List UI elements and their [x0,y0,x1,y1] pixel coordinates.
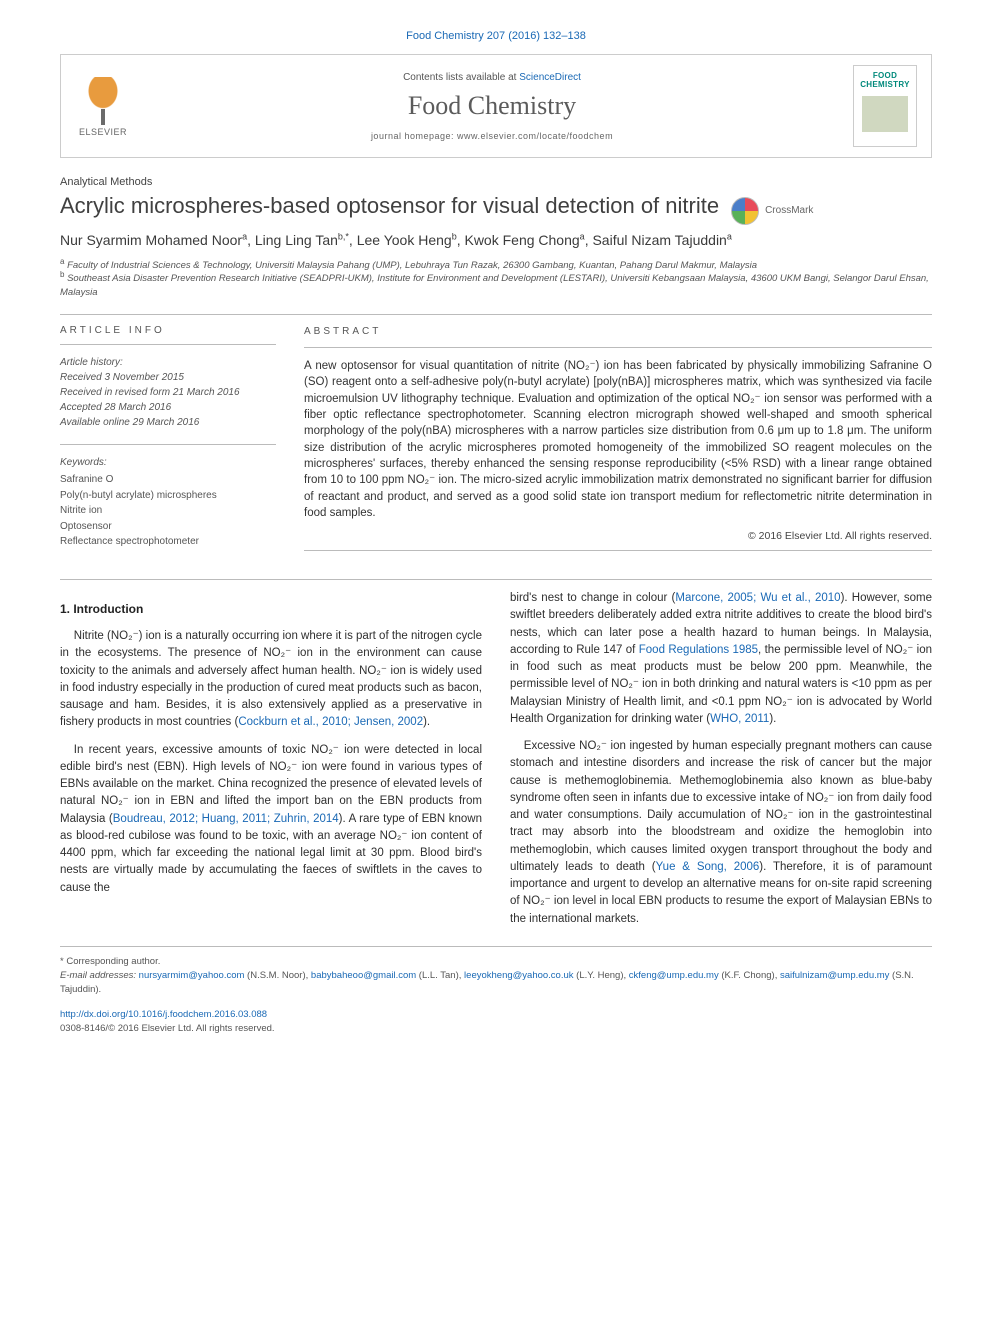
email-addresses: E-mail addresses: nursyarmim@yahoo.com (… [60,969,932,998]
homepage-prefix: journal homepage: [371,131,457,141]
keyword: Safranine O [60,472,276,488]
contents-prefix: Contents lists available at [403,72,519,83]
history-label: Article history: [60,355,276,370]
journal-header-box: ELSEVIER Contents lists available at Sci… [60,54,932,158]
crossmark-icon [731,197,759,225]
body-p3: bird's nest to change in colour (Marcone… [510,590,932,728]
corresponding-author: * Corresponding author. [60,955,932,969]
authors-list: Nur Syarmim Mohamed Noora, Ling Ling Tan… [60,230,932,251]
keyword: Poly(n-butyl acrylate) microspheres [60,488,276,504]
body-two-columns: 1. Introduction Nitrite (NO₂⁻) ion is a … [60,590,932,928]
info-rule-2 [60,444,276,445]
elsevier-tree-icon [81,77,125,117]
email-who: (L.Y. Heng) [576,970,623,981]
article-info-column: ARTICLE INFO Article history: Received 3… [60,325,276,561]
email-link[interactable]: nursyarmim@yahoo.com [139,970,245,981]
abstract-heading: ABSTRACT [304,325,932,339]
abstract-copyright: © 2016 Elsevier Ltd. All rights reserved… [304,529,932,544]
email-link[interactable]: babybaheoo@gmail.com [311,970,416,981]
info-rule [60,344,276,345]
history-line: Accepted 28 March 2016 [60,400,276,415]
footnotes: * Corresponding author. E-mail addresses… [60,946,932,998]
elsevier-logo: ELSEVIER [75,75,131,137]
rule-above-info [60,314,932,315]
abstract-rule [304,347,932,348]
journal-cover-thumb: FOOD CHEMISTRY [853,65,917,147]
citation-link[interactable]: WHO, 2011 [710,713,769,725]
rule-below-info [60,579,932,580]
body-p2: In recent years, excessive amounts of to… [60,742,482,897]
abstract-text: A new optosensor for visual quantitation… [304,358,932,521]
issn-copyright: 0308-8146/© 2016 Elsevier Ltd. All right… [60,1023,275,1034]
history-line: Available online 29 March 2016 [60,415,276,430]
cover-image-icon [862,96,908,132]
article-info-heading: ARTICLE INFO [60,325,276,336]
contents-lists-line: Contents lists available at ScienceDirec… [149,72,835,83]
email-who: (L.L. Tan) [419,970,459,981]
history-line: Received 3 November 2015 [60,370,276,385]
homepage-line: journal homepage: www.elsevier.com/locat… [149,131,835,141]
affiliations: a Faculty of Industrial Sciences & Techn… [60,259,932,300]
email-link[interactable]: ckfeng@ump.edu.my [629,970,719,981]
keyword: Reflectance spectrophotometer [60,534,276,550]
article-history: Article history: Received 3 November 201… [60,355,276,430]
body-p4: Excessive NO₂⁻ ion ingested by human esp… [510,738,932,928]
article-type: Analytical Methods [60,176,932,188]
email-who: (K.F. Chong) [721,970,774,981]
keywords-label: Keywords: [60,455,276,471]
body-p1: Nitrite (NO₂⁻) ion is a naturally occurr… [60,628,482,732]
header-center: Contents lists available at ScienceDirec… [131,72,853,141]
homepage-url: www.elsevier.com/locate/foodchem [457,131,613,141]
sciencedirect-link[interactable]: ScienceDirect [519,72,581,83]
doi-link[interactable]: http://dx.doi.org/10.1016/j.foodchem.201… [60,1009,267,1020]
running-citation: Food Chemistry 207 (2016) 132–138 [60,30,932,42]
email-link[interactable]: saifulnizam@ump.edu.my [780,970,889,981]
cover-title-line2: CHEMISTRY [860,81,910,90]
abstract-column: ABSTRACT A new optosensor for visual qua… [304,325,932,561]
journal-title: Food Chemistry [149,91,835,121]
citation-link[interactable]: Cockburn et al., 2010; Jensen, 2002 [238,716,423,728]
info-abstract-row: ARTICLE INFO Article history: Received 3… [60,325,932,561]
citation-link[interactable]: Food Regulations 1985 [639,644,758,656]
emails-label: E-mail addresses: [60,970,139,981]
section-1-heading: 1. Introduction [60,600,482,618]
email-who: (N.S.M. Noor) [247,970,306,981]
article-title: Acrylic microspheres-based optosensor fo… [60,192,719,220]
citation-link[interactable]: Yue & Song, 2006 [656,861,760,873]
abstract-bottom-rule [304,550,932,551]
bottom-meta: http://dx.doi.org/10.1016/j.foodchem.201… [60,1008,932,1037]
crossmark-label: CrossMark [765,205,813,216]
citation-link[interactable]: Boudreau, 2012; Huang, 2011; Zuhrin, 201… [113,813,339,825]
history-line: Received in revised form 21 March 2016 [60,385,276,400]
keyword: Optosensor [60,519,276,535]
email-link[interactable]: leeyokheng@yahoo.co.uk [464,970,573,981]
elsevier-brand-text: ELSEVIER [79,127,127,137]
crossmark-badge[interactable]: CrossMark [731,197,813,225]
keywords-block: Keywords: Safranine OPoly(n-butyl acryla… [60,455,276,550]
citation-link[interactable]: Marcone, 2005; Wu et al., 2010 [675,592,840,604]
keyword: Nitrite ion [60,503,276,519]
